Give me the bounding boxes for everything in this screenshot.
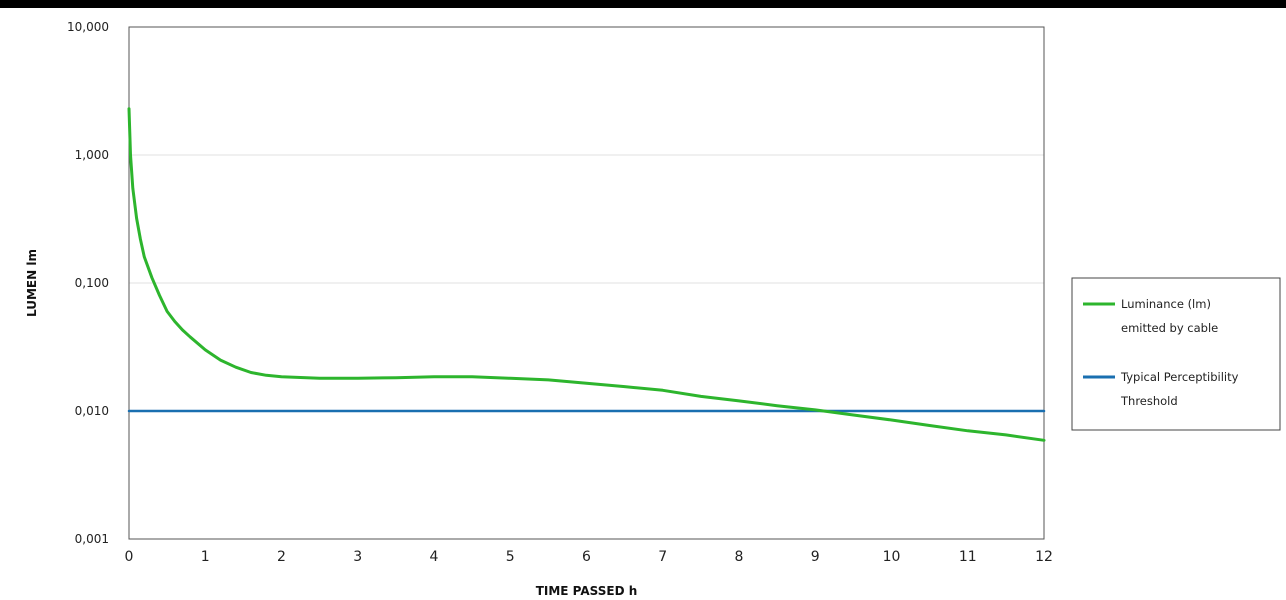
x-tick-label: 5 xyxy=(506,549,515,565)
y-tick-label: 0,001 xyxy=(75,532,109,546)
legend: Luminance (lm) emitted by cable Typical Pe… xyxy=(1071,277,1281,431)
y-axis-ticks: 0,001 0,010 0,100 1,000 10,000 xyxy=(67,20,109,546)
x-tick-label: 4 xyxy=(430,549,439,565)
legend-entry-luminance-label: Luminance (lm) xyxy=(1121,297,1211,311)
x-tick-label: 6 xyxy=(582,549,591,565)
x-tick-label: 12 xyxy=(1035,549,1053,565)
chart-frame: 0,001 0,010 0,100 1,000 10,000 0 1 2 3 4 5 6 7 8 9 10 1… xyxy=(0,8,1286,600)
x-tick-label: 2 xyxy=(277,549,286,565)
x-axis-title: TIME PASSED h xyxy=(536,584,638,598)
x-tick-label: 1 xyxy=(201,549,210,565)
x-tick-label: 7 xyxy=(658,549,667,565)
legend-entry-threshold-label: Threshold xyxy=(1120,394,1178,408)
legend-entry-threshold-label: Typical Perceptibility xyxy=(1120,370,1239,384)
series-lines xyxy=(127,107,1046,442)
y-axis-title: LUMEN lm xyxy=(25,249,39,317)
x-tick-label: 11 xyxy=(959,549,977,565)
x-axis-ticks: 0 1 2 3 4 5 6 7 8 9 10 11 12 xyxy=(125,549,1053,565)
grid-lines xyxy=(129,154,1044,412)
x-tick-label: 10 xyxy=(883,549,901,565)
y-tick-label: 0,100 xyxy=(75,276,109,290)
x-tick-label: 8 xyxy=(735,549,744,565)
y-tick-label: 0,010 xyxy=(75,404,109,418)
y-tick-label: 1,000 xyxy=(75,148,109,162)
x-tick-label: 9 xyxy=(811,549,820,565)
y-tick-label: 10,000 xyxy=(67,20,109,34)
x-tick-label: 3 xyxy=(353,549,362,565)
luminance-series-line xyxy=(127,107,1046,442)
plot-area xyxy=(128,26,1045,540)
legend-entry-luminance-label: emitted by cable xyxy=(1121,321,1218,335)
x-tick-label: 0 xyxy=(125,549,134,565)
